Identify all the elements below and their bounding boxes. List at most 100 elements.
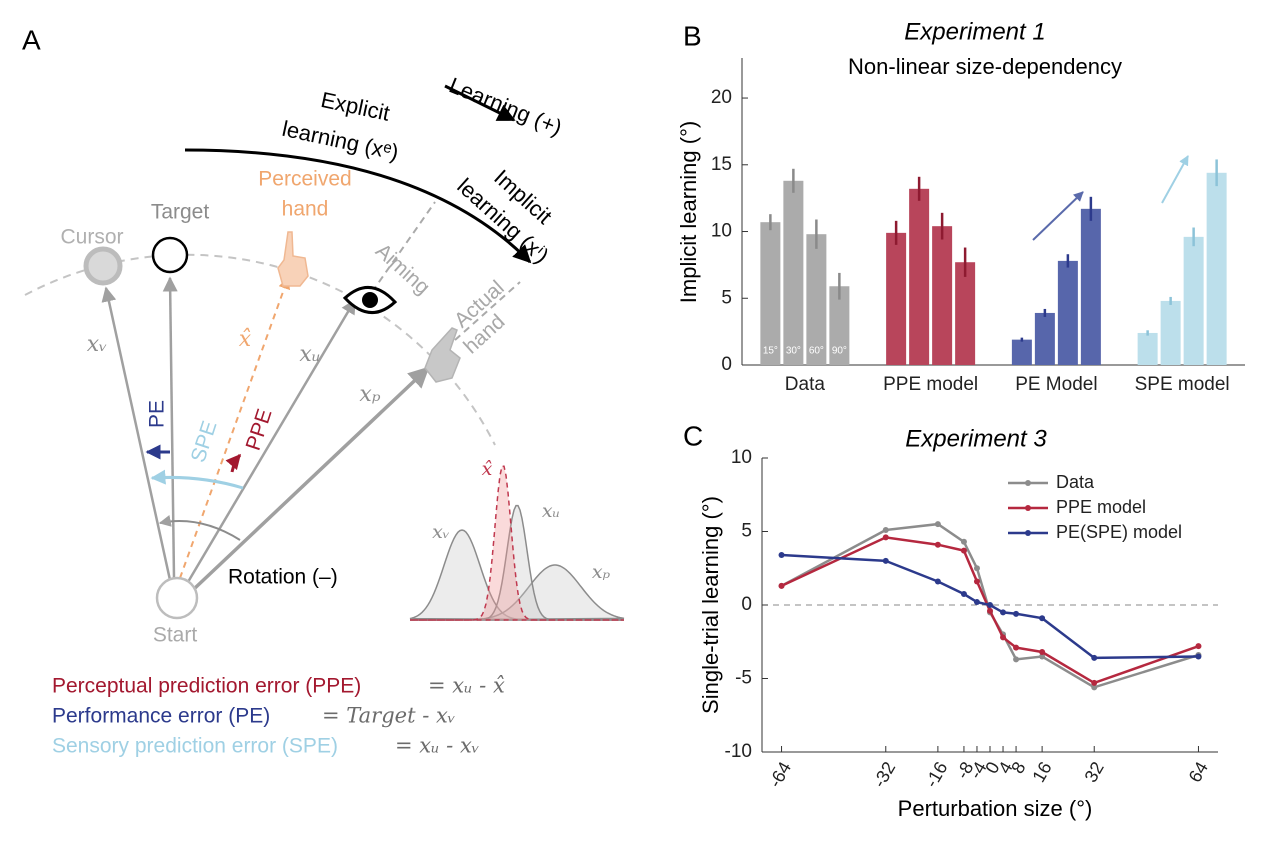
series-point [1013, 644, 1020, 651]
x-tick-label: 16 [1028, 758, 1055, 785]
perceived-vector [179, 276, 290, 579]
bar [760, 222, 781, 365]
panel-a: A Explicit learning (xᵉ) Learning (+) Im… [22, 24, 625, 758]
distribution-label: xᵤ [542, 500, 560, 522]
definition-equation: = xᵤ - xᵥ [395, 734, 480, 758]
legend-label: PPE model [1056, 497, 1146, 517]
spe-label: SPE [187, 418, 222, 465]
legend-swatch [1025, 505, 1031, 511]
x-axis-label: Perturbation size (°) [898, 796, 1093, 821]
series-point [1000, 634, 1007, 641]
bar [806, 234, 827, 365]
y-tick-label: 5 [721, 287, 732, 308]
distributions [409, 465, 625, 621]
series-point [960, 590, 967, 597]
legend-swatch [1025, 480, 1031, 486]
series-point [960, 547, 967, 554]
legend-swatch [1025, 530, 1031, 536]
series-point [1013, 656, 1020, 663]
y-tick-label: -10 [725, 741, 752, 762]
bar [1057, 260, 1078, 365]
series-point [973, 578, 980, 585]
hand-extension [454, 281, 521, 341]
target-icon [151, 236, 189, 274]
x-tick-label: Data [785, 374, 826, 395]
rotation-label: Rotation (–) [228, 566, 338, 589]
distribution-label: xₚ [592, 561, 611, 583]
series-point [1039, 653, 1046, 660]
bar [909, 188, 930, 365]
series-point [1195, 643, 1202, 650]
chart-title: Experiment 3 [905, 425, 1047, 452]
y-tick-label: -5 [735, 668, 752, 689]
y-tick-label: 0 [721, 354, 732, 375]
panel-label: A [22, 24, 41, 55]
series-point [882, 534, 889, 541]
bar [932, 226, 953, 365]
x-tick-label: -64 [765, 758, 795, 791]
target-vector [162, 276, 178, 579]
start-label: Start [153, 624, 198, 647]
series-point [987, 607, 993, 614]
legend-label: PE(SPE) model [1056, 522, 1182, 542]
series-point [778, 582, 785, 589]
y-axis-label: Single-trial learning (°) [698, 496, 723, 714]
bar [1034, 312, 1055, 365]
panel-label: C [683, 420, 703, 451]
x-tick-label: -16 [921, 758, 951, 791]
chart-subtitle: Non-linear size-dependency [848, 54, 1122, 79]
y-tick-label: 15 [711, 154, 732, 175]
bar-label: 15° [763, 346, 778, 357]
series-point [973, 565, 980, 572]
bar [1011, 339, 1032, 365]
x-tick-label: SPE model [1135, 374, 1230, 395]
pe-label: PE [146, 400, 169, 428]
definition-name: Perceptual prediction error (PPE) [52, 675, 361, 698]
bar [1080, 208, 1101, 365]
ppe-label: PPE [242, 406, 277, 453]
chart-title: Experiment 1 [904, 18, 1045, 45]
cursor-label: Cursor [60, 226, 123, 249]
series-point [1195, 653, 1202, 660]
spe-arrow [150, 469, 244, 490]
hand-vector [193, 366, 430, 590]
perceived-hand-icon [277, 231, 309, 287]
bar [1206, 172, 1227, 365]
learning-label: Learning (+) [446, 73, 566, 141]
learning-arc [184, 148, 532, 264]
series-point [960, 538, 967, 545]
definition-name: Performance error (PE) [52, 705, 270, 728]
bar-label: 30° [786, 346, 801, 357]
actual-hand-icon [424, 327, 461, 383]
x-tick-label: PPE model [883, 374, 978, 395]
y-tick-label: 20 [711, 87, 732, 108]
distribution-curve [410, 465, 624, 621]
bar [1183, 236, 1204, 365]
y-tick-label: 0 [741, 594, 752, 615]
bar-label: 60° [809, 346, 824, 357]
cursor-icon [83, 246, 123, 286]
bar-label: 90° [832, 346, 847, 357]
bar [783, 180, 804, 365]
y-axis-label: Implicit learning (°) [676, 121, 701, 303]
x-tick-label: -32 [869, 758, 899, 791]
trend-arrow [1161, 155, 1189, 204]
bar [955, 262, 976, 365]
ppe-arrow [225, 453, 242, 473]
bar [1137, 332, 1158, 365]
series-point [1039, 615, 1046, 622]
bar [829, 286, 850, 365]
y-tick-label: 10 [731, 447, 752, 468]
perceived-hand-label: Perceived [258, 168, 351, 191]
aim-extension [371, 201, 436, 293]
series-point [1091, 684, 1098, 691]
series-point [882, 557, 889, 564]
series-point [934, 541, 941, 548]
series-point [1000, 609, 1007, 616]
x-tick-label: 32 [1080, 758, 1107, 785]
aim-vector [186, 298, 357, 583]
definition-equation: = Target - xᵥ [322, 704, 456, 728]
eye-pupil [362, 292, 378, 308]
definition-equation: = xᵤ - x̂ [428, 674, 505, 698]
